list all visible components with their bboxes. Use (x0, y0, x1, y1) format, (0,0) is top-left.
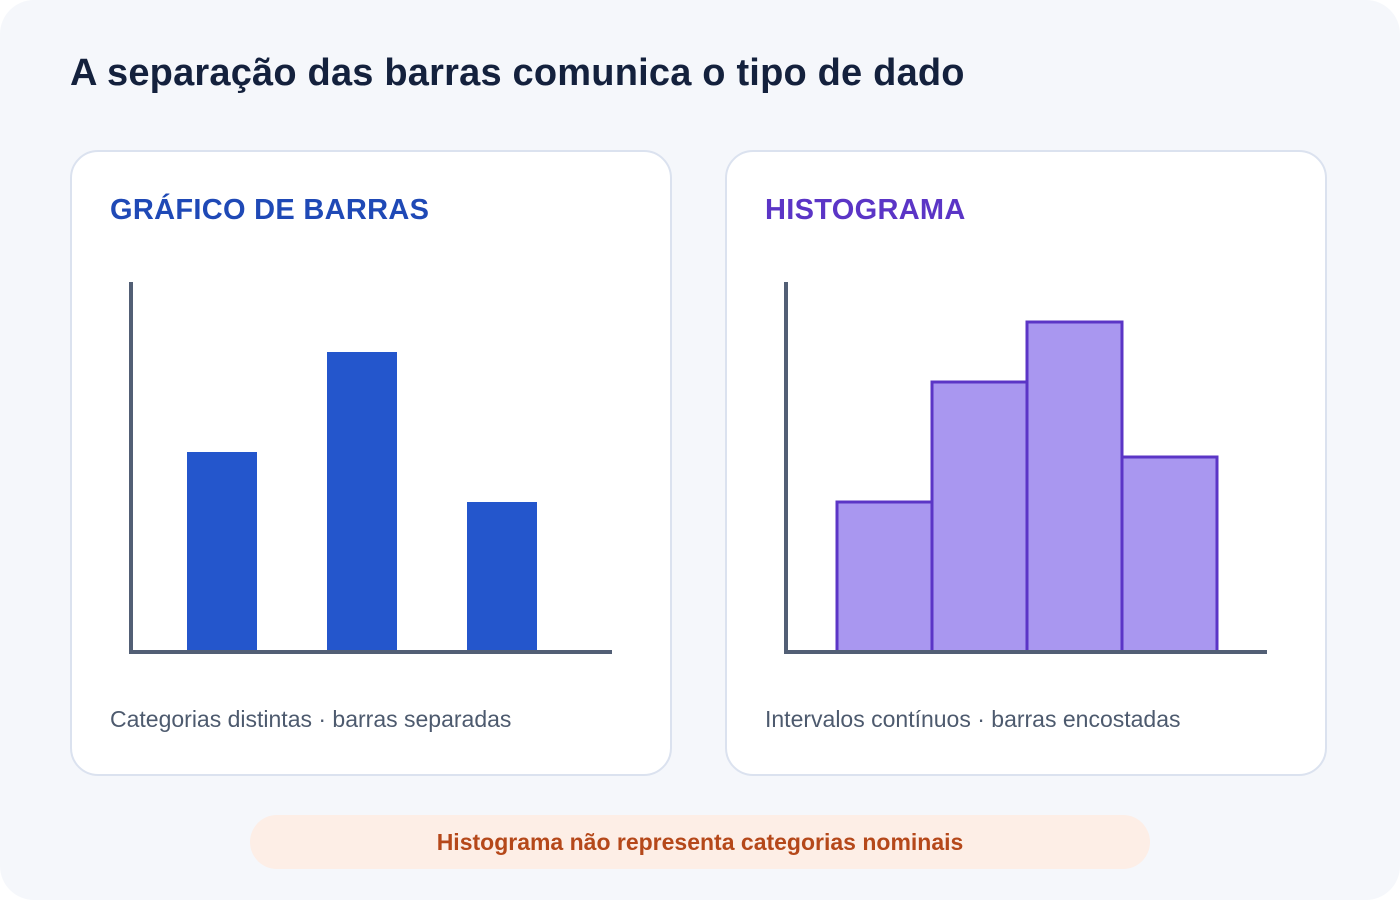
bar-chart-caption: Categorias distintas · barras separadas (110, 706, 512, 732)
histogram-panel-title: HISTOGRAMA (765, 194, 966, 226)
bar-chart-panel: GRÁFICO DE BARRAS Categorias distintas ·… (70, 150, 672, 776)
histogram-bin-1 (835, 500, 934, 654)
histogram-bin-4 (1120, 455, 1219, 654)
histogram-panel: HISTOGRAMA Intervalos contínuos · barras… (725, 150, 1327, 776)
warning-note: Histograma não representa categorias nom… (250, 815, 1150, 869)
bar-chart (129, 282, 612, 654)
histogram-bin-3 (1025, 320, 1124, 654)
page-title: A separação das barras comunica o tipo d… (70, 52, 965, 94)
bar-chart-panel-title: GRÁFICO DE BARRAS (110, 194, 430, 226)
bar-3 (467, 502, 537, 652)
histogram-chart (784, 282, 1267, 654)
bar-1 (187, 452, 257, 652)
bar-2 (327, 352, 397, 652)
histogram-caption: Intervalos contínuos · barras encostadas (765, 706, 1181, 732)
histogram-bin-2 (930, 380, 1029, 654)
